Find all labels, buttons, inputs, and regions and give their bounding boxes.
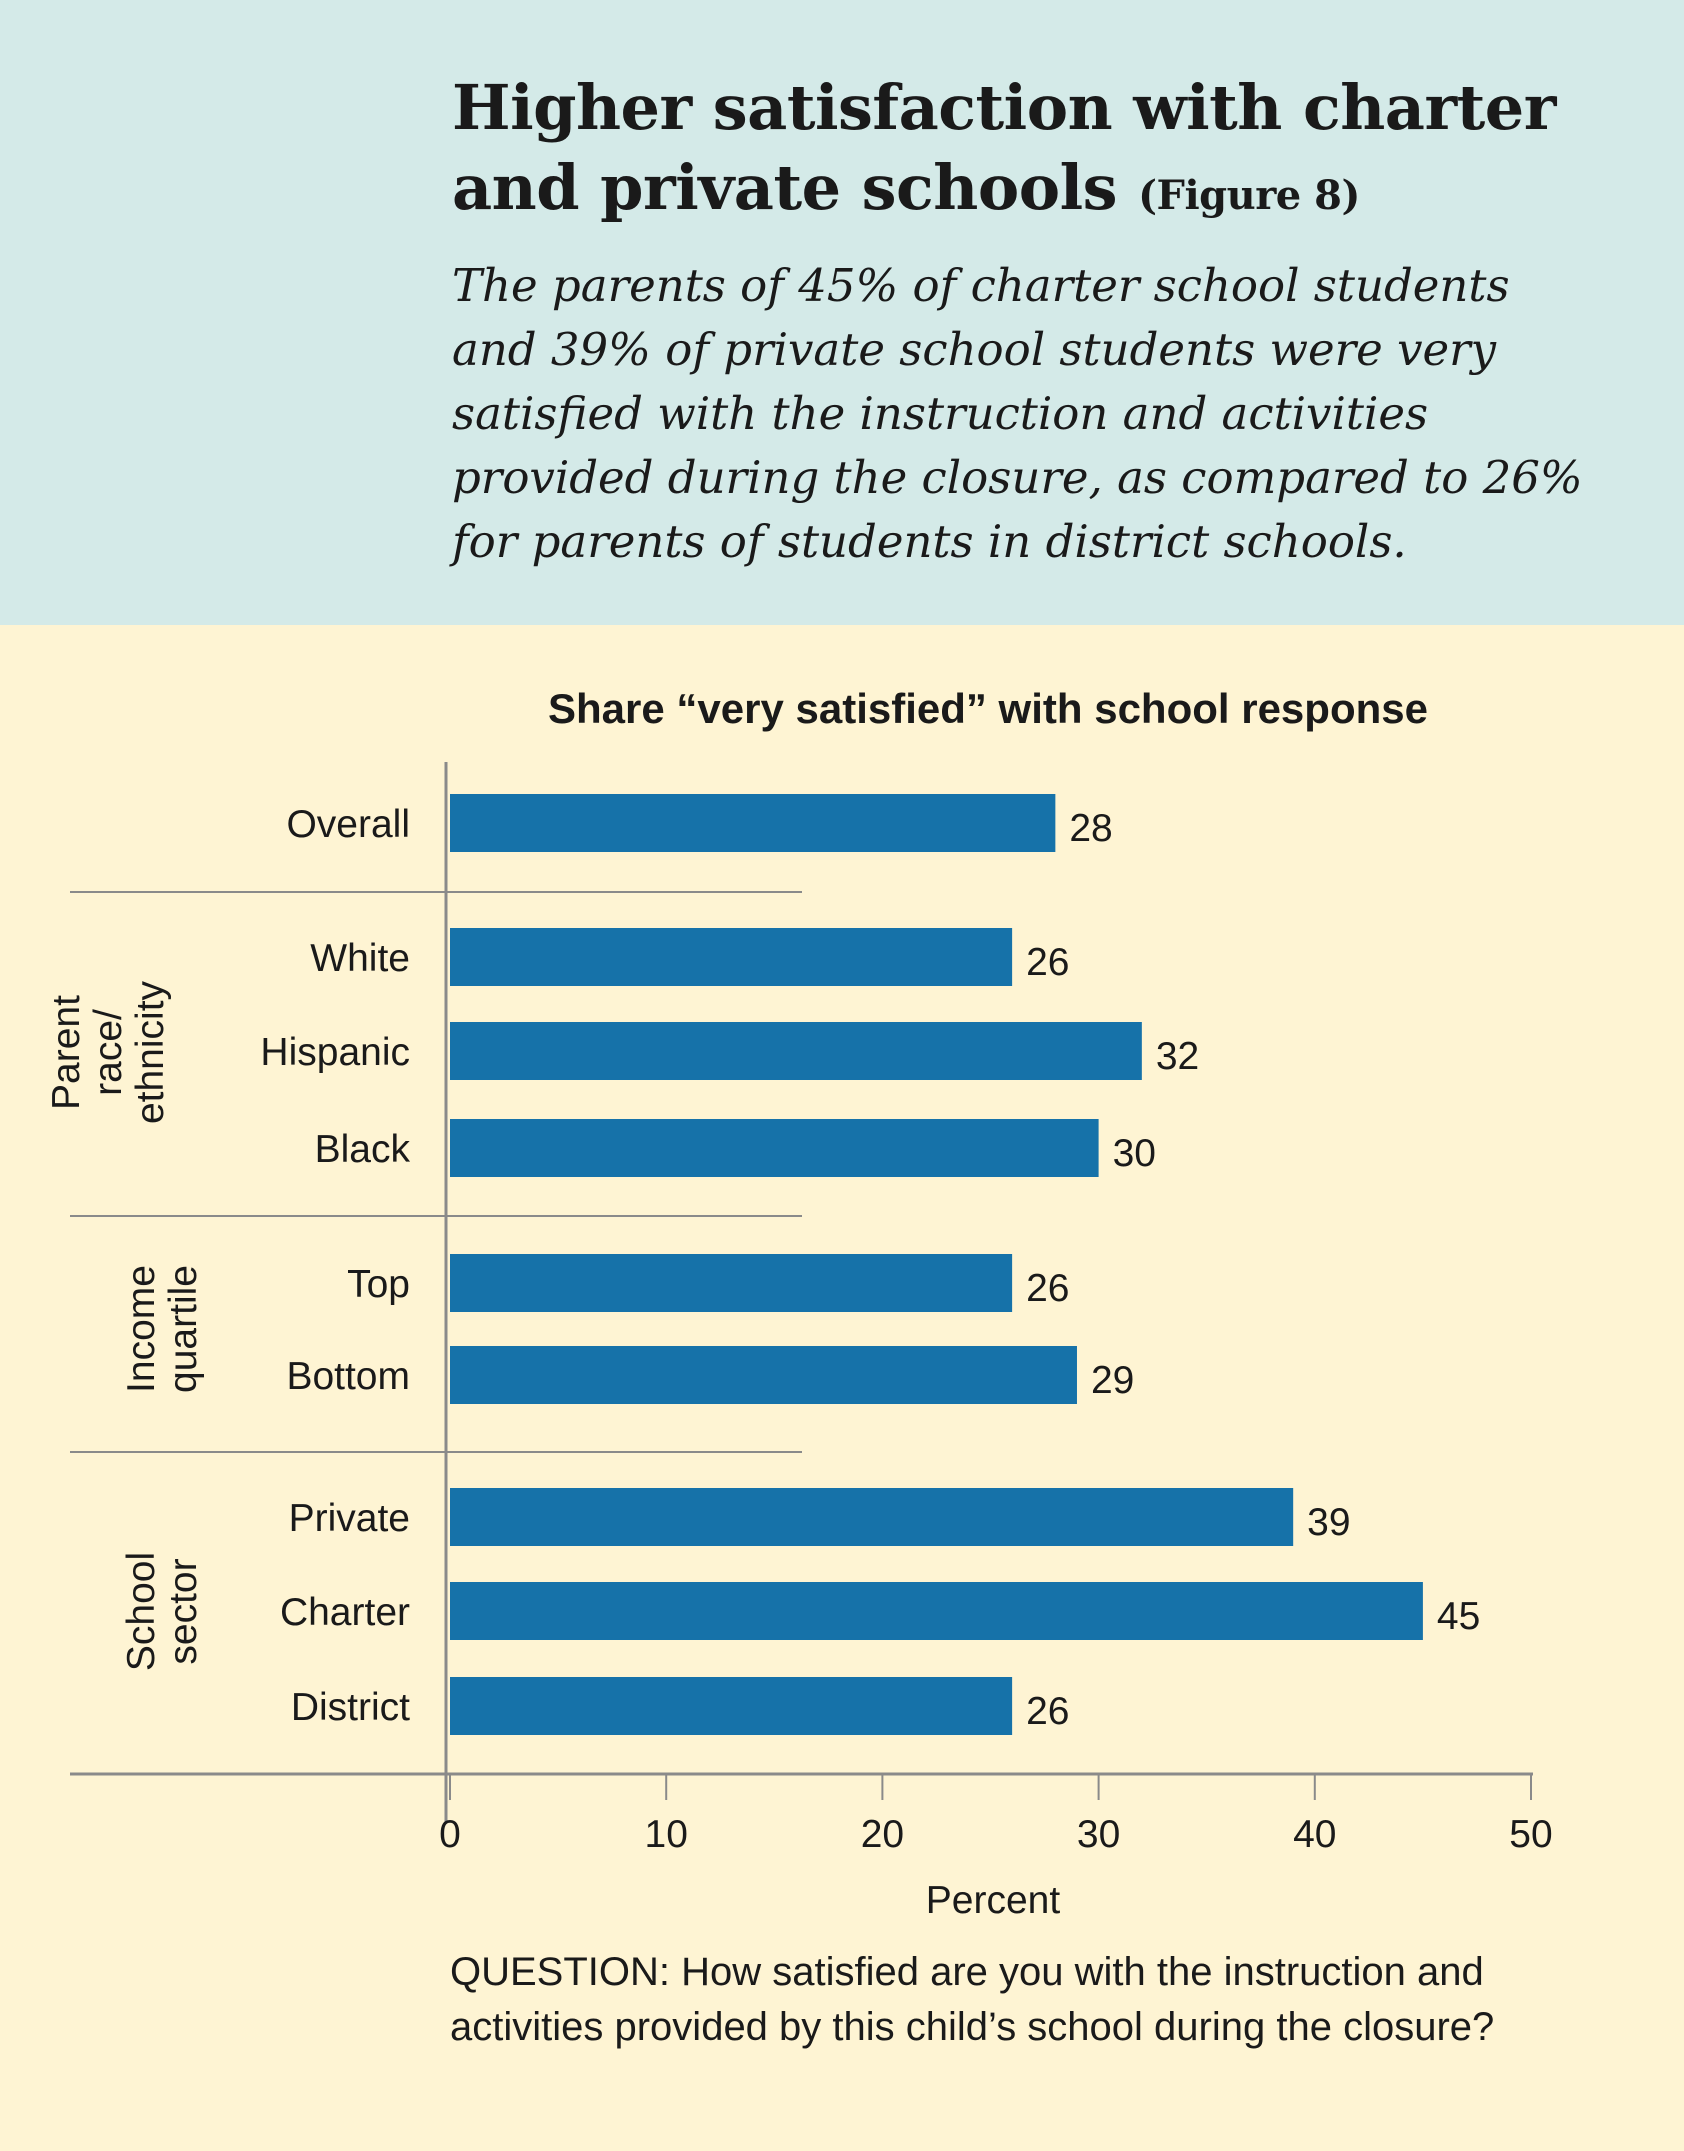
x-tick-label: 50 xyxy=(1509,1813,1552,1856)
data-label: 29 xyxy=(1091,1359,1134,1402)
x-tick-label: 40 xyxy=(1293,1813,1336,1856)
bar xyxy=(450,1022,1142,1080)
data-label: 45 xyxy=(1437,1595,1480,1638)
category-label: Hispanic xyxy=(260,1031,410,1074)
bar xyxy=(450,928,1013,986)
x-axis-label: Percent xyxy=(926,1879,1061,1922)
figure-title: Higher satisfaction with charter and pri… xyxy=(452,68,1602,236)
category-label: Black xyxy=(315,1128,411,1171)
category-label: Private xyxy=(289,1497,410,1540)
group-label: Incomequartile xyxy=(120,1265,205,1393)
category-label: Bottom xyxy=(286,1355,410,1398)
group-label: Parentrace/ethnicity xyxy=(45,980,172,1124)
group-label-line: ethnicity xyxy=(129,980,172,1124)
x-tick-label: 10 xyxy=(645,1813,688,1856)
x-tick-label: 20 xyxy=(861,1813,904,1856)
bar-chart: Share “very satisfied” with school respo… xyxy=(45,685,1553,1922)
data-label: 26 xyxy=(1026,1267,1069,1310)
group-label-line: race/ xyxy=(87,1009,130,1096)
data-label: 26 xyxy=(1026,941,1069,984)
data-label: 39 xyxy=(1307,1501,1350,1544)
bar xyxy=(450,794,1056,852)
survey-question: QUESTION: How satisfied are you with the… xyxy=(450,1950,1495,2049)
header-panel: Higher satisfaction with charter and pri… xyxy=(0,0,1684,625)
bar xyxy=(450,1582,1423,1640)
bar xyxy=(450,1254,1013,1312)
group-label-line: quartile xyxy=(162,1265,205,1393)
bar xyxy=(450,1677,1013,1735)
figure-reference: (Figure 8) xyxy=(1138,172,1360,219)
category-label: District xyxy=(291,1686,410,1729)
x-tick-label: 0 xyxy=(439,1813,461,1856)
bar xyxy=(450,1119,1099,1177)
data-label: 28 xyxy=(1069,807,1112,850)
category-label: White xyxy=(310,937,410,980)
data-label: 26 xyxy=(1026,1690,1069,1733)
bar xyxy=(450,1346,1077,1404)
category-label: Overall xyxy=(286,803,410,846)
group-label-line: Parent xyxy=(45,995,88,1110)
data-label: 30 xyxy=(1113,1132,1156,1175)
group-label-line: Income xyxy=(120,1265,163,1393)
chart-title: Share “very satisfied” with school respo… xyxy=(548,685,1428,732)
category-label: Charter xyxy=(280,1591,410,1634)
bar xyxy=(450,1488,1294,1546)
figure-title-text: Higher satisfaction with charter and pri… xyxy=(452,71,1556,224)
category-label: Top xyxy=(347,1263,410,1306)
group-label-line: School xyxy=(120,1552,163,1671)
figure-subtitle: The parents of 45% of charter school stu… xyxy=(452,259,1583,568)
data-label: 32 xyxy=(1156,1035,1199,1078)
x-tick-label: 30 xyxy=(1077,1813,1120,1856)
group-label: Schoolsector xyxy=(120,1552,205,1671)
group-label-line: sector xyxy=(162,1558,205,1664)
